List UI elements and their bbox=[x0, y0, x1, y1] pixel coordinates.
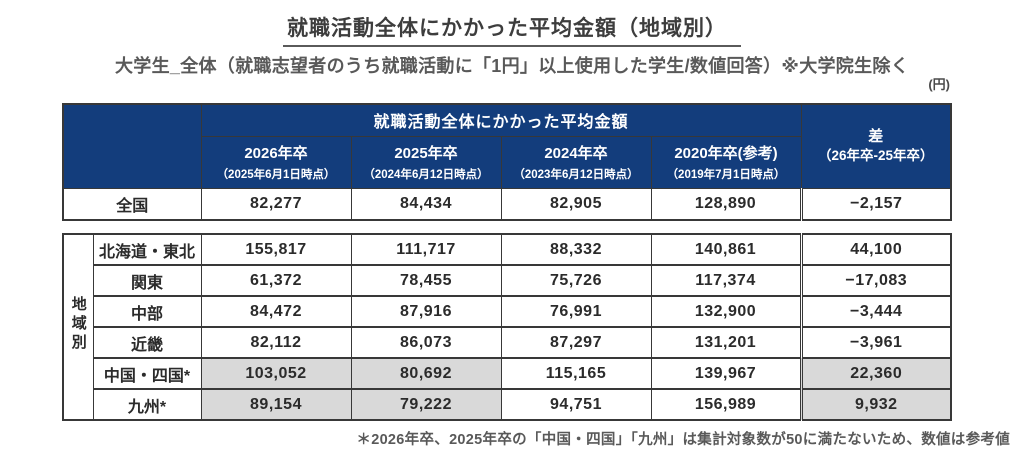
value-cell: 155,817 bbox=[200, 233, 352, 266]
value-cell: 75,726 bbox=[500, 264, 652, 297]
diff-value-cell: −3,444 bbox=[799, 295, 952, 328]
survey-date-label: （2019年7月1日時点） bbox=[666, 169, 786, 181]
region-axis-cell: 地域別 bbox=[62, 233, 94, 421]
region-table: 地域別 北海道・東北 155,817 111,717 88,332 140,86… bbox=[62, 233, 952, 421]
value-cell: 82,112 bbox=[200, 326, 352, 359]
value-cell: 87,916 bbox=[350, 295, 502, 328]
value-cell: 88,332 bbox=[500, 233, 652, 266]
header-row-group: 就職活動全体にかかった平均金額 差 （26年卒-25年卒） bbox=[62, 103, 952, 189]
table-row-region: 近畿 82,112 86,073 87,297 131,201 −3,961 bbox=[63, 326, 952, 359]
corner-cell bbox=[62, 103, 202, 189]
value-cell: 61,372 bbox=[200, 264, 352, 297]
value-cell: 82,905 bbox=[500, 187, 652, 221]
header-row-years: 2026年卒 （2025年6月1日時点） 2025年卒 （2024年6月12日時… bbox=[63, 135, 951, 189]
year-header-cell: 2020年卒(参考) （2019年7月1日時点） bbox=[650, 135, 802, 189]
value-cell: 128,890 bbox=[650, 187, 802, 221]
table-row-region: 地域別 北海道・東北 155,817 111,717 88,332 140,86… bbox=[62, 233, 952, 421]
year-header-cell: 2026年卒 （2025年6月1日時点） bbox=[200, 135, 352, 189]
region-label-cell: 九州* bbox=[92, 388, 202, 421]
table-row-region: 関東 61,372 78,455 75,726 117,374 −17,083 bbox=[63, 264, 952, 297]
value-cell: 89,154 bbox=[200, 388, 352, 421]
region-axis-label: 地域別 bbox=[69, 296, 87, 353]
value-cell: 79,222 bbox=[350, 388, 502, 421]
region-label-cell: 中国・四国* bbox=[92, 357, 202, 390]
survey-date-label: （2023年6月12日時点） bbox=[513, 169, 639, 181]
diff-header-line1: 差 bbox=[868, 128, 884, 146]
value-cell: 87,297 bbox=[500, 326, 652, 359]
graduation-year-label: 2020年卒(参考) bbox=[674, 145, 778, 162]
value-cell: 140,861 bbox=[650, 233, 802, 266]
graduation-year-label: 2025年卒 bbox=[394, 145, 458, 162]
survey-date-label: （2025年6月1日時点） bbox=[216, 169, 336, 181]
unit-label: (円) bbox=[928, 77, 950, 92]
graduation-year-label: 2024年卒 bbox=[544, 145, 608, 162]
national-label-cell: 全国 bbox=[62, 187, 202, 221]
value-cell: 103,052 bbox=[200, 357, 352, 390]
diff-value-cell: 44,100 bbox=[799, 233, 952, 266]
value-cell: 84,472 bbox=[200, 295, 352, 328]
diff-header-cell: 差 （26年卒-25年卒） bbox=[800, 103, 952, 189]
survey-date-label: （2024年6月12日時点） bbox=[363, 169, 489, 181]
value-cell: 94,751 bbox=[500, 388, 652, 421]
table-row-region: 九州* 89,154 79,222 94,751 156,989 9,932 bbox=[63, 388, 952, 421]
diff-value-cell: −17,083 bbox=[799, 264, 952, 297]
region-label-cell: 近畿 bbox=[92, 326, 202, 359]
diff-value-cell: −3,961 bbox=[799, 326, 952, 359]
table-row-national: 全国 82,277 84,434 82,905 128,890 −2,157 bbox=[62, 187, 952, 221]
year-header-cell: 2024年卒 （2023年6月12日時点） bbox=[500, 135, 652, 189]
value-cell: 82,277 bbox=[200, 187, 352, 221]
year-header-cell: 2025年卒 （2024年6月12日時点） bbox=[350, 135, 502, 189]
region-label-cell: 中部 bbox=[92, 295, 202, 328]
value-cell: 78,455 bbox=[350, 264, 502, 297]
table-row-region: 中国・四国* 103,052 80,692 115,165 139,967 22… bbox=[63, 357, 952, 390]
national-table: 就職活動全体にかかった平均金額 差 （26年卒-25年卒） 2026年卒 （20… bbox=[62, 103, 953, 221]
value-cell: 117,374 bbox=[650, 264, 802, 297]
value-cell: 132,900 bbox=[650, 295, 802, 328]
footnote: ＊2026年卒、2025年卒の「中国・四国」「九州」は集計対象数が50に満たない… bbox=[356, 432, 1010, 448]
diff-header-line2: （26年卒-25年卒） bbox=[818, 148, 934, 164]
diff-value-cell: −2,157 bbox=[799, 187, 952, 221]
group-header-cell: 就職活動全体にかかった平均金額 bbox=[200, 103, 802, 137]
title-row: 就職活動全体にかかった平均金額（地域別） bbox=[0, 0, 1024, 47]
value-cell: 84,434 bbox=[350, 187, 502, 221]
page-title: 就職活動全体にかかった平均金額（地域別） bbox=[283, 12, 741, 47]
region-label-cell: 関東 bbox=[92, 264, 202, 297]
table-row-region: 中部 84,472 87,916 76,991 132,900 −3,444 bbox=[63, 295, 952, 328]
value-cell: 76,991 bbox=[500, 295, 652, 328]
region-label-cell: 北海道・東北 bbox=[92, 233, 202, 266]
value-cell: 111,717 bbox=[350, 233, 502, 266]
value-cell: 115,165 bbox=[500, 357, 652, 390]
value-cell: 156,989 bbox=[650, 388, 802, 421]
graduation-year-label: 2026年卒 bbox=[244, 145, 308, 162]
value-cell: 80,692 bbox=[350, 357, 502, 390]
value-cell: 86,073 bbox=[350, 326, 502, 359]
diff-value-cell: 9,932 bbox=[799, 388, 952, 421]
value-cell: 139,967 bbox=[650, 357, 802, 390]
diff-value-cell: 22,360 bbox=[799, 357, 952, 390]
value-cell: 131,201 bbox=[650, 326, 802, 359]
subtitle: 大学生_全体（就職志望者のうち就職活動に「1円」以上使用した学生/数値回答）※大… bbox=[114, 56, 910, 76]
